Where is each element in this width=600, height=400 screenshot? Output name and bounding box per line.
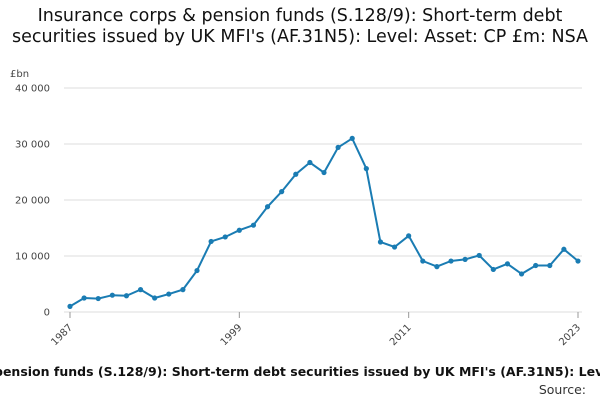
y-axis-unit-label: £bn (10, 69, 29, 80)
y-tick-label: 20 000 (15, 196, 50, 207)
data-point[interactable] (335, 144, 341, 150)
data-point[interactable] (109, 292, 115, 298)
data-series (67, 135, 581, 309)
data-point[interactable] (391, 244, 398, 250)
x-tick-label: 2023 (557, 322, 583, 348)
data-point[interactable] (490, 266, 496, 273)
data-point[interactable] (504, 261, 511, 267)
data-point[interactable] (434, 264, 440, 270)
data-point[interactable] (462, 256, 468, 262)
data-point[interactable] (363, 166, 369, 172)
data-point[interactable] (547, 262, 553, 269)
y-tick-label: 40 000 (15, 84, 50, 95)
data-point[interactable] (279, 189, 285, 195)
data-point[interactable] (349, 135, 355, 141)
data-point[interactable] (264, 204, 271, 210)
data-point[interactable] (293, 171, 299, 177)
data-point[interactable] (377, 239, 384, 245)
data-point[interactable] (448, 258, 454, 264)
source-label: Source: (538, 382, 586, 397)
data-point[interactable] (533, 262, 539, 269)
y-tick-labels: 0 10 000 20 000 30 000 40 000 (15, 84, 50, 319)
x-tick-label: 1987 (49, 322, 75, 348)
data-point[interactable] (208, 238, 214, 245)
y-gridlines (64, 87, 582, 313)
data-point[interactable] (518, 271, 525, 277)
data-point[interactable] (561, 246, 567, 252)
y-tick-label: 0 (44, 308, 50, 319)
series-line (69, 136, 579, 308)
data-point[interactable] (81, 295, 87, 301)
data-point[interactable] (250, 222, 257, 228)
data-point[interactable] (123, 293, 130, 299)
data-point[interactable] (321, 169, 327, 176)
data-point[interactable] (166, 291, 172, 297)
chart-title: Insurance corps & pension funds (S.128/9… (12, 6, 588, 47)
data-point[interactable] (137, 287, 144, 293)
data-point[interactable] (180, 287, 186, 293)
data-point[interactable] (95, 295, 101, 302)
data-point[interactable] (194, 267, 200, 274)
series-footer-label: pension funds (S.128/9): Short-term debt… (0, 364, 600, 379)
y-tick-label: 10 000 (15, 252, 50, 263)
data-point[interactable] (236, 227, 242, 233)
x-axis: 1987 1999 2011 2023 (49, 312, 583, 348)
data-point[interactable] (67, 303, 73, 309)
x-tick-label: 1999 (219, 322, 245, 348)
data-point[interactable] (307, 159, 313, 166)
y-tick-label: 30 000 (15, 140, 50, 151)
data-point[interactable] (420, 258, 426, 264)
data-point[interactable] (406, 233, 412, 239)
data-point[interactable] (476, 252, 482, 259)
data-point[interactable] (575, 258, 581, 264)
data-point[interactable] (222, 234, 228, 240)
data-point[interactable] (152, 295, 158, 301)
x-tick-label: 2011 (388, 322, 414, 348)
